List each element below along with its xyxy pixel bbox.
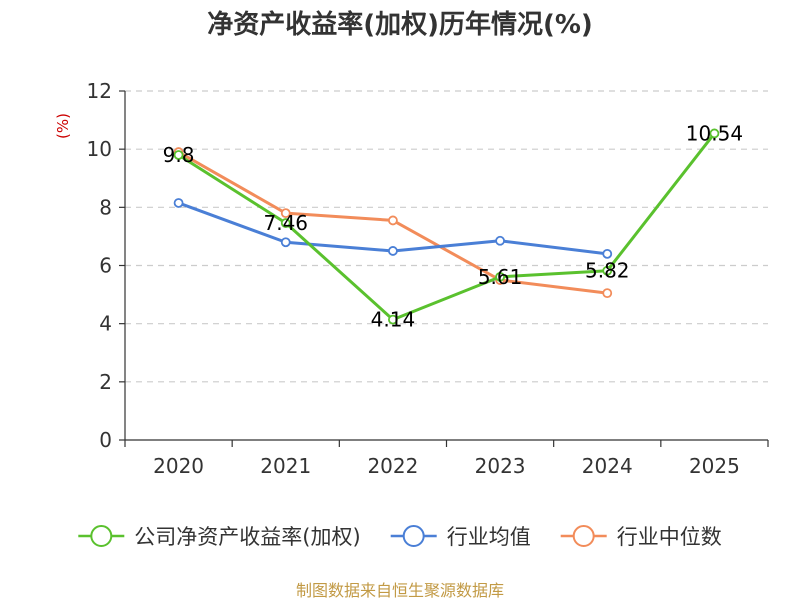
series-lines — [173, 128, 720, 325]
data-point[interactable] — [388, 246, 398, 256]
y-tick-label: 0 — [99, 428, 112, 452]
x-tick-label: 2021 — [260, 454, 311, 478]
chart-title: 净资产收益率(加权)历年情况(%) — [207, 9, 593, 40]
x-tick-label: 2025 — [689, 454, 740, 478]
series-0 — [173, 128, 720, 325]
source-note: 制图数据来自恒生聚源数据库 — [296, 581, 504, 600]
data-point[interactable] — [388, 215, 398, 226]
data-label: 7.46 — [263, 211, 308, 235]
legend-marker — [402, 525, 425, 547]
data-point[interactable] — [173, 198, 184, 208]
data-point[interactable] — [602, 265, 613, 276]
axes: 0 2 4 6 8 10 12 2020 2021 2022 2023 2024 2025 — [87, 79, 769, 478]
series-line — [177, 132, 716, 322]
y-tick-label: 8 — [99, 195, 112, 219]
legend-label: 行业均值 — [447, 525, 531, 549]
y-tick-label: 2 — [99, 370, 112, 394]
legend[interactable]: 公司净资产收益率(加权) 行业均值 行业中位数 — [78, 525, 722, 549]
data-point[interactable] — [495, 235, 505, 246]
data-point[interactable] — [280, 237, 291, 248]
y-tick-label: 4 — [99, 312, 112, 336]
data-label: 10.54 — [686, 121, 743, 145]
data-point[interactable] — [280, 218, 291, 228]
gridlines — [125, 90, 768, 383]
data-point[interactable] — [173, 150, 184, 160]
series-1 — [173, 198, 613, 259]
legend-marker — [572, 525, 595, 547]
data-point[interactable] — [388, 314, 398, 325]
legend-label: 公司净资产收益率(加权) — [134, 525, 360, 549]
x-tick-label: 2020 — [153, 454, 204, 478]
data-point[interactable] — [602, 248, 613, 259]
legend-item-0[interactable]: 公司净资产收益率(加权) — [78, 525, 361, 549]
data-labels: 9.8 7.46 4.14 5.61 5.82 10.54 — [163, 121, 743, 331]
data-point[interactable] — [495, 271, 505, 282]
data-label: 9.8 — [163, 143, 195, 167]
legend-item-2[interactable]: 行业中位数 — [560, 525, 722, 549]
y-tick-label: 12 — [87, 79, 112, 103]
data-point[interactable] — [280, 208, 291, 219]
data-point[interactable] — [709, 128, 720, 139]
data-label: 5.82 — [585, 259, 630, 283]
legend-item-1[interactable]: 行业均值 — [390, 525, 531, 549]
data-label: 4.14 — [371, 308, 416, 332]
x-tick-label: 2024 — [582, 454, 633, 478]
data-point[interactable] — [602, 288, 613, 299]
x-tick-label: 2022 — [367, 454, 418, 478]
data-label: 5.61 — [478, 265, 523, 289]
legend-marker — [90, 525, 113, 547]
y-axis-unit-label: (%) — [54, 113, 72, 139]
y-tick-label: 6 — [99, 254, 112, 278]
legend-label: 行业中位数 — [617, 525, 722, 549]
y-tick-label: 10 — [87, 137, 112, 161]
x-tick-label: 2023 — [475, 454, 526, 478]
